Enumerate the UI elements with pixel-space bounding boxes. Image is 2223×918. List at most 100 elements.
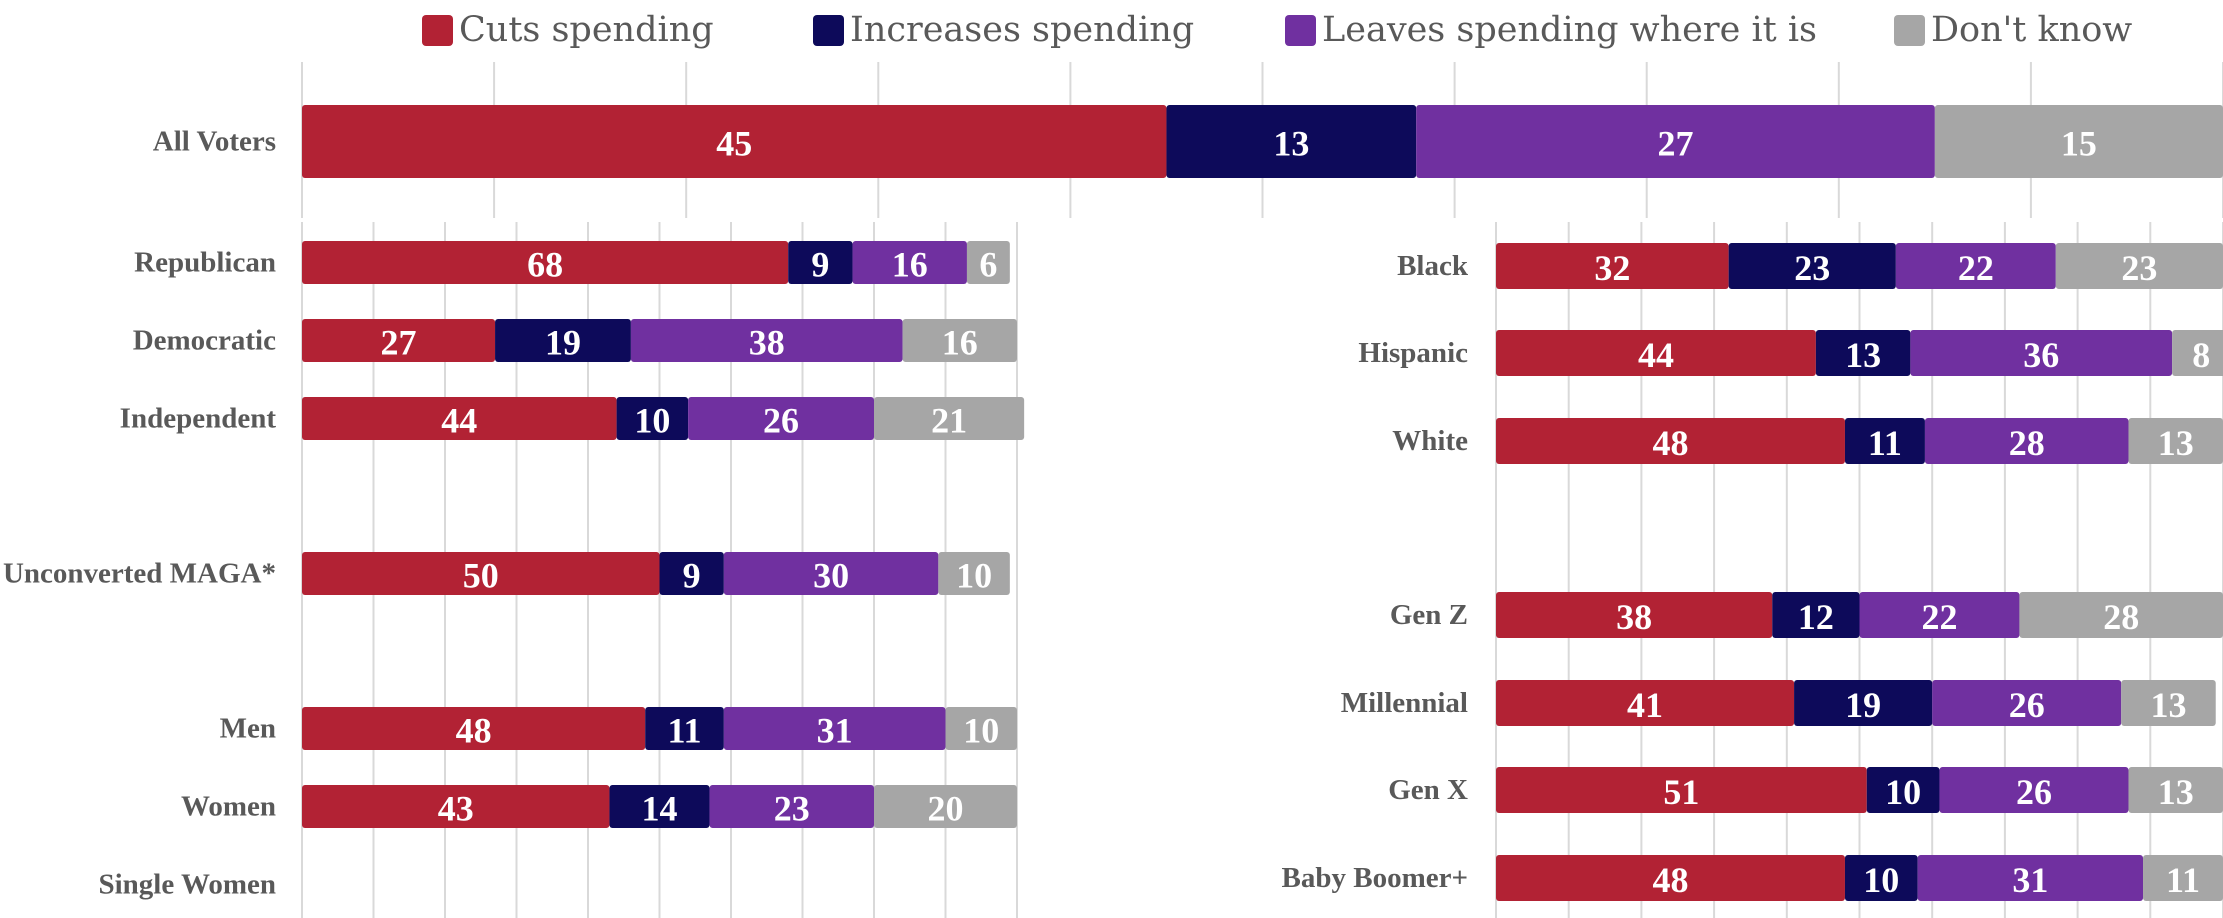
category-label: Baby Boomer+	[1282, 862, 1469, 894]
data-label: 28	[2009, 423, 2045, 463]
bar-segment	[645, 707, 724, 750]
data-label: 11	[2166, 860, 2200, 900]
legend-label-dont-know: Don't know	[1931, 10, 2133, 50]
data-label: 23	[1794, 248, 1830, 288]
bar-segment	[2019, 592, 2223, 638]
data-label: 43	[438, 789, 474, 829]
legend-item-dont-know: Don't know	[1894, 8, 2132, 52]
data-label: 23	[2121, 248, 2157, 288]
data-label: 8	[2192, 335, 2210, 375]
category-label: Single Women	[98, 869, 276, 901]
category-label: Republican	[134, 247, 276, 279]
bar-segment	[1772, 592, 1860, 638]
data-label: 13	[1273, 124, 1309, 164]
bar-segment	[1166, 105, 1417, 178]
category-label: Women	[181, 791, 276, 823]
data-label: 26	[2016, 772, 2052, 812]
bar-segment	[1924, 418, 2129, 464]
category-label: White	[1392, 425, 1468, 457]
legend-swatch-increases	[813, 14, 844, 46]
bar-segment	[1895, 243, 2056, 289]
data-label: 10	[1885, 772, 1921, 812]
category-label: Black	[1397, 250, 1469, 282]
category-label: Gen X	[1388, 774, 1468, 806]
bar-segment	[2143, 855, 2223, 901]
data-label: 23	[774, 789, 810, 829]
bar-segment	[630, 319, 903, 362]
legend-item-leaves: Leaves spending where it is	[1285, 8, 1817, 52]
bar-segment	[874, 397, 1025, 440]
data-label: 9	[811, 245, 829, 285]
bar-segment	[1416, 105, 1935, 178]
data-label: 41	[1627, 685, 1663, 725]
data-label: 16	[892, 245, 928, 285]
data-label: 36	[2023, 335, 2059, 375]
bar-segment	[302, 785, 610, 828]
bar-segment	[302, 319, 496, 362]
data-label: 10	[1863, 860, 1899, 900]
bar-segment	[1728, 243, 1896, 289]
bar-segment	[1496, 243, 1729, 289]
data-label: 19	[1845, 685, 1881, 725]
bar-segment	[1939, 767, 2129, 813]
data-label: 68	[527, 245, 563, 285]
bar-segment	[966, 241, 1010, 284]
data-label: 13	[2158, 423, 2194, 463]
legend-label-cuts: Cuts spending	[459, 10, 714, 50]
data-label: 31	[817, 711, 853, 751]
data-label: 32	[1594, 248, 1630, 288]
bar-segment	[1932, 680, 2122, 726]
data-label: 13	[2158, 772, 2194, 812]
legend-swatch-cuts	[422, 14, 453, 46]
bar-segment	[1496, 680, 1795, 726]
bar-segment	[1866, 767, 1940, 813]
category-label: Gen Z	[1390, 599, 1468, 631]
bar-segment	[788, 241, 853, 284]
legend-swatch-dont-know	[1894, 14, 1925, 46]
data-label: 11	[668, 711, 702, 751]
data-label: 48	[1652, 423, 1688, 463]
data-label: 13	[2150, 685, 2186, 725]
bar-segment	[1496, 767, 1867, 813]
bar-segment	[1910, 330, 2173, 376]
data-label: 6	[979, 245, 997, 285]
data-label: 21	[931, 401, 967, 441]
category-label: All Voters	[153, 126, 276, 158]
data-label: 10	[956, 556, 992, 596]
data-label: 14	[642, 789, 678, 829]
bar-segment	[659, 552, 724, 595]
data-label: 31	[2012, 860, 2048, 900]
legend-item-cuts: Cuts spending	[422, 8, 714, 52]
data-label: 13	[1845, 335, 1881, 375]
legend-label-increases: Increases spending	[850, 10, 1195, 50]
bar-segment	[302, 241, 789, 284]
category-label: Democratic	[133, 325, 276, 357]
category-label: Hispanic	[1358, 337, 1468, 369]
data-label: 27	[1658, 124, 1694, 164]
category-label: Independent	[120, 403, 277, 435]
category-label: Unconverted MAGA*	[3, 558, 276, 590]
bar-segment	[688, 397, 874, 440]
bar-segment	[723, 707, 946, 750]
category-label: Men	[220, 713, 276, 745]
bar-segment	[2128, 767, 2223, 813]
data-label: 30	[813, 556, 849, 596]
data-label: 16	[942, 323, 978, 363]
data-label: 27	[381, 323, 417, 363]
bar-segment	[945, 707, 1017, 750]
legend-item-increases: Increases spending	[813, 8, 1194, 52]
data-label: 50	[463, 556, 499, 596]
data-label: 15	[2061, 124, 2097, 164]
data-label: 20	[928, 789, 964, 829]
data-label: 26	[763, 401, 799, 441]
data-label: 10	[963, 711, 999, 751]
data-label: 38	[1616, 597, 1652, 637]
legend-swatch-leaves	[1285, 14, 1316, 46]
data-label: 19	[545, 323, 581, 363]
bar-segment	[1794, 680, 1933, 726]
bar-segment	[302, 105, 1167, 178]
bar-segment	[723, 552, 939, 595]
data-label: 44	[1638, 335, 1674, 375]
data-label: 44	[441, 401, 477, 441]
